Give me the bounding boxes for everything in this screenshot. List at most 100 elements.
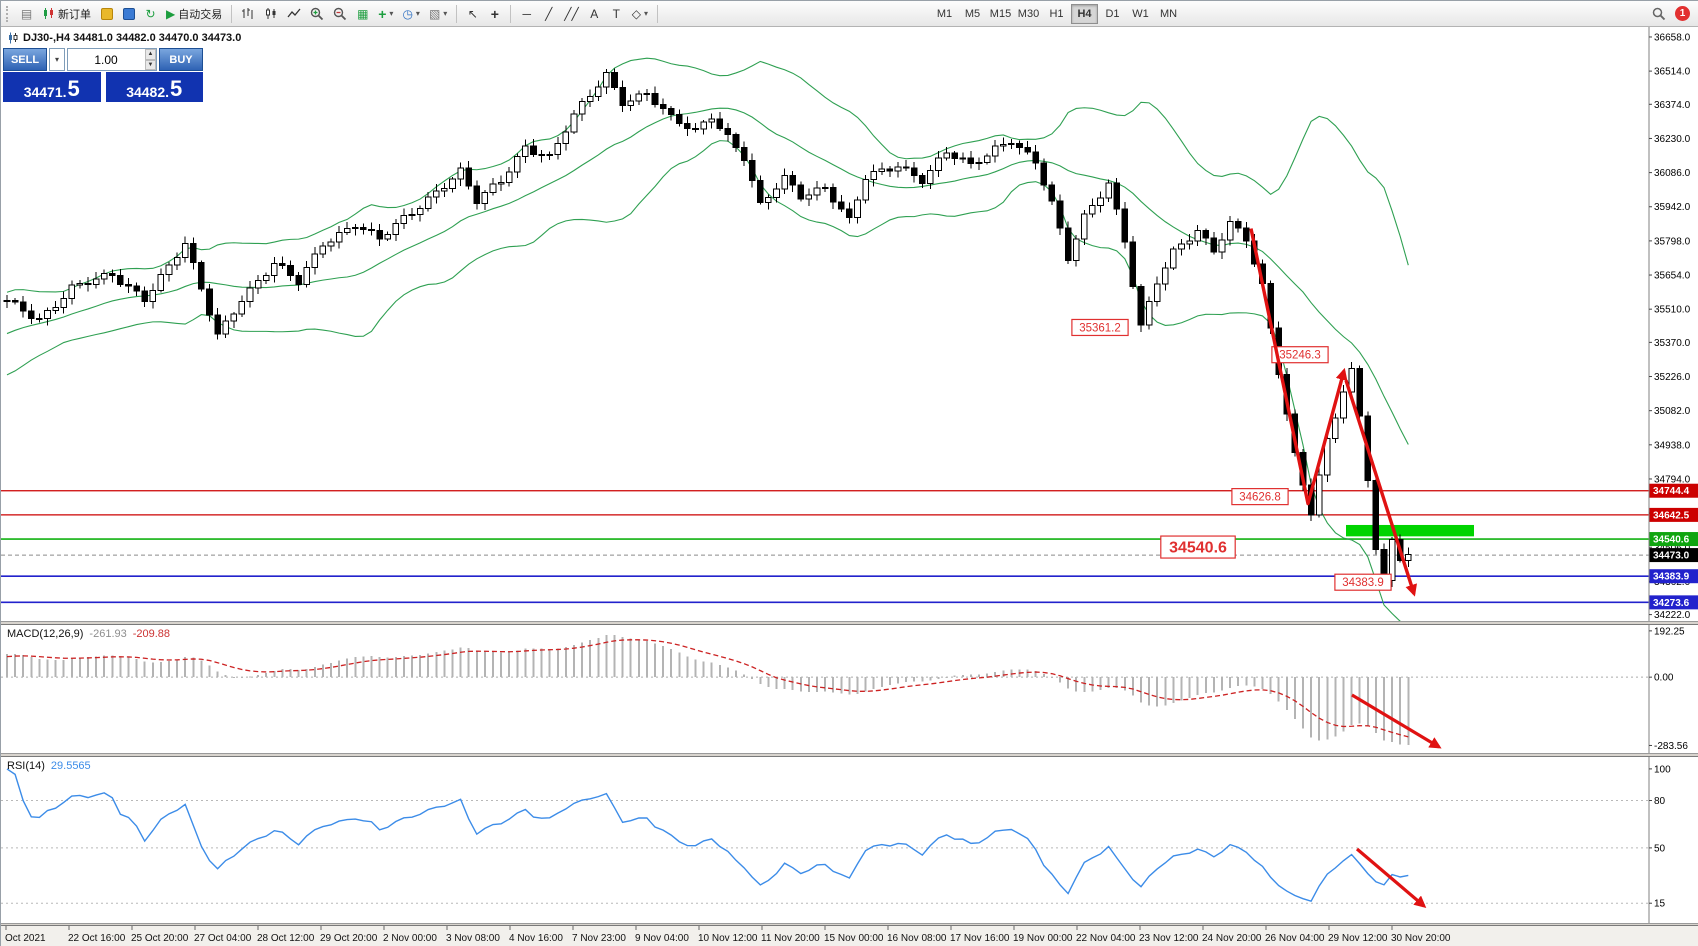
time-tick-label: 23 Nov 12:00 xyxy=(1139,933,1199,944)
price-tick: 35942.0 xyxy=(1654,202,1691,213)
community-button[interactable] xyxy=(118,3,139,24)
price-callout-34383.9[interactable]: 34383.9 xyxy=(1334,573,1392,591)
price-tick: 35226.0 xyxy=(1654,372,1691,383)
rsi-tick: 50 xyxy=(1654,843,1666,854)
plot-area[interactable] xyxy=(1,57,1649,624)
cursor-icon: ↖ xyxy=(467,6,478,21)
price-axis[interactable] xyxy=(1649,27,1698,923)
time-tick-label: 15 Nov 00:00 xyxy=(824,933,884,944)
support-zone[interactable] xyxy=(1346,524,1474,537)
trend-arrow[interactable] xyxy=(1344,379,1417,597)
price-callout-34540.6[interactable]: 34540.6 xyxy=(1160,535,1236,559)
time-tick-label: 7 Nov 23:00 xyxy=(572,933,626,944)
channel-tool-button[interactable]: ╱╱ xyxy=(560,3,582,24)
hline-tool-button[interactable]: ─ xyxy=(516,3,537,24)
price-tick: 35370.0 xyxy=(1654,338,1691,349)
buy-price-int: 34482. xyxy=(126,84,170,100)
trendline-tool-button[interactable]: ╱ xyxy=(538,3,559,24)
macd-name: MACD(12,26,9) xyxy=(7,628,84,640)
label-tool-button[interactable]: T xyxy=(606,3,627,24)
deposit-icon xyxy=(100,7,113,20)
channel-icon: ╱╱ xyxy=(564,6,579,21)
time-tick-label: 25 Oct 20:00 xyxy=(131,933,189,944)
spin-down-icon[interactable]: ▼ xyxy=(145,59,156,70)
line-chart-button[interactable] xyxy=(283,3,305,24)
svg-text:34540.6: 34540.6 xyxy=(1653,535,1690,546)
price-callout-35246.3[interactable]: 35246.3 xyxy=(1271,346,1329,364)
shapes-tool-button[interactable]: ◇ ▾ xyxy=(628,3,652,24)
candlestick-chart-button[interactable] xyxy=(260,3,282,24)
zoom-out-button[interactable] xyxy=(329,3,351,24)
autotrade-button[interactable]: ▶ 自动交易 xyxy=(162,3,226,24)
timeframe-mn[interactable]: MN xyxy=(1155,4,1182,24)
toolbar-right-group: 1 xyxy=(1648,3,1694,24)
price-callout-35361.2[interactable]: 35361.2 xyxy=(1071,318,1129,337)
svg-text:34273.6: 34273.6 xyxy=(1653,598,1690,609)
text-tool-button[interactable]: A xyxy=(584,3,605,24)
time-tick-label: 17 Nov 16:00 xyxy=(950,933,1010,944)
timeframe-m1[interactable]: M1 xyxy=(931,4,958,24)
macd-value-main: -261.93 xyxy=(89,628,127,640)
timeframe-h1[interactable]: H1 xyxy=(1043,4,1070,24)
templates-button[interactable]: ▧ ▾ xyxy=(425,3,451,24)
price-tick: 36514.0 xyxy=(1654,67,1691,78)
svg-text:35361.2: 35361.2 xyxy=(1079,322,1121,334)
trend-arrow[interactable] xyxy=(1249,228,1348,506)
volume-input[interactable] xyxy=(67,48,157,71)
periods-button[interactable]: ◷ ▾ xyxy=(398,3,424,24)
crosshair-icon: + xyxy=(490,5,499,22)
timeframe-h4[interactable]: H4 xyxy=(1071,3,1098,24)
sell-price[interactable]: 34471. 5 xyxy=(3,72,101,102)
timeframe-m15[interactable]: M15 xyxy=(987,4,1014,24)
bar-chart-button[interactable] xyxy=(237,3,259,24)
macd-arrow[interactable] xyxy=(1351,693,1442,749)
notification-badge[interactable]: 1 xyxy=(1675,6,1690,21)
rsi-arrow[interactable] xyxy=(1355,847,1427,908)
buy-button[interactable]: BUY xyxy=(159,48,203,71)
svg-text:34383.9: 34383.9 xyxy=(1342,577,1384,589)
price-tick: 34222.0 xyxy=(1654,610,1691,621)
macd-tick: 0.00 xyxy=(1654,673,1674,684)
time-tick-label: 22 Oct 16:00 xyxy=(68,933,126,944)
axis-price-tag: 34642.5 xyxy=(1649,507,1698,522)
volume-preset-dropdown[interactable]: ▾ xyxy=(49,48,65,71)
timeframe-w1[interactable]: W1 xyxy=(1127,4,1154,24)
new-chart-button[interactable]: ▤ xyxy=(16,3,37,24)
cursor-button[interactable]: ↖ xyxy=(462,3,483,24)
refresh-button[interactable]: ↻ xyxy=(140,3,161,24)
deposit-button[interactable] xyxy=(96,3,117,24)
rsi-header: RSI(14) 29.5565 xyxy=(7,760,91,772)
svg-text:34744.4: 34744.4 xyxy=(1653,486,1690,497)
time-tick-label: 11 Nov 20:00 xyxy=(761,933,820,944)
sell-button[interactable]: SELL xyxy=(3,48,47,71)
time-axis[interactable] xyxy=(1,926,1698,946)
rsi-tick: 80 xyxy=(1654,796,1666,807)
line-chart-icon xyxy=(287,8,301,18)
main-toolbar: ▤ 新订单 ↻ ▶ 自动交易 ▦ + ▾ ◷ ▾ ▧ ▾ ↖ + ─ ╱ ╱╱ A T … xyxy=(1,1,1698,27)
sell-price-pip: 5 xyxy=(67,76,80,102)
zoom-in-button[interactable] xyxy=(306,3,328,24)
time-tick-label: 27 Oct 04:00 xyxy=(194,933,252,944)
price-callout-34626.8[interactable]: 34626.8 xyxy=(1231,488,1289,506)
crosshair-button[interactable]: + xyxy=(484,3,505,24)
candles xyxy=(3,68,1412,588)
chevron-down-icon: ▾ xyxy=(389,9,394,18)
toolbar-grip[interactable] xyxy=(6,5,11,22)
axis-price-tag: 34273.6 xyxy=(1649,595,1698,610)
new-order-button[interactable]: 新订单 xyxy=(38,3,95,24)
spin-up-icon[interactable]: ▲ xyxy=(145,49,156,60)
tile-windows-button[interactable]: ▦ xyxy=(352,3,373,24)
indicators-button[interactable]: + ▾ xyxy=(374,3,397,24)
timeframe-d1[interactable]: D1 xyxy=(1099,4,1126,24)
price-tick: 36374.0 xyxy=(1654,100,1691,111)
timeframe-m30[interactable]: M30 xyxy=(1015,4,1042,24)
toolbar-separator xyxy=(657,4,658,23)
zoom-out-icon xyxy=(334,7,347,20)
search-button[interactable] xyxy=(1648,3,1670,24)
timeframe-m5[interactable]: M5 xyxy=(959,4,986,24)
volume-stepper[interactable]: ▲ ▼ xyxy=(145,49,156,70)
time-tick-label: 26 Nov 04:00 xyxy=(1265,933,1325,944)
buy-price[interactable]: 34482. 5 xyxy=(105,72,203,102)
